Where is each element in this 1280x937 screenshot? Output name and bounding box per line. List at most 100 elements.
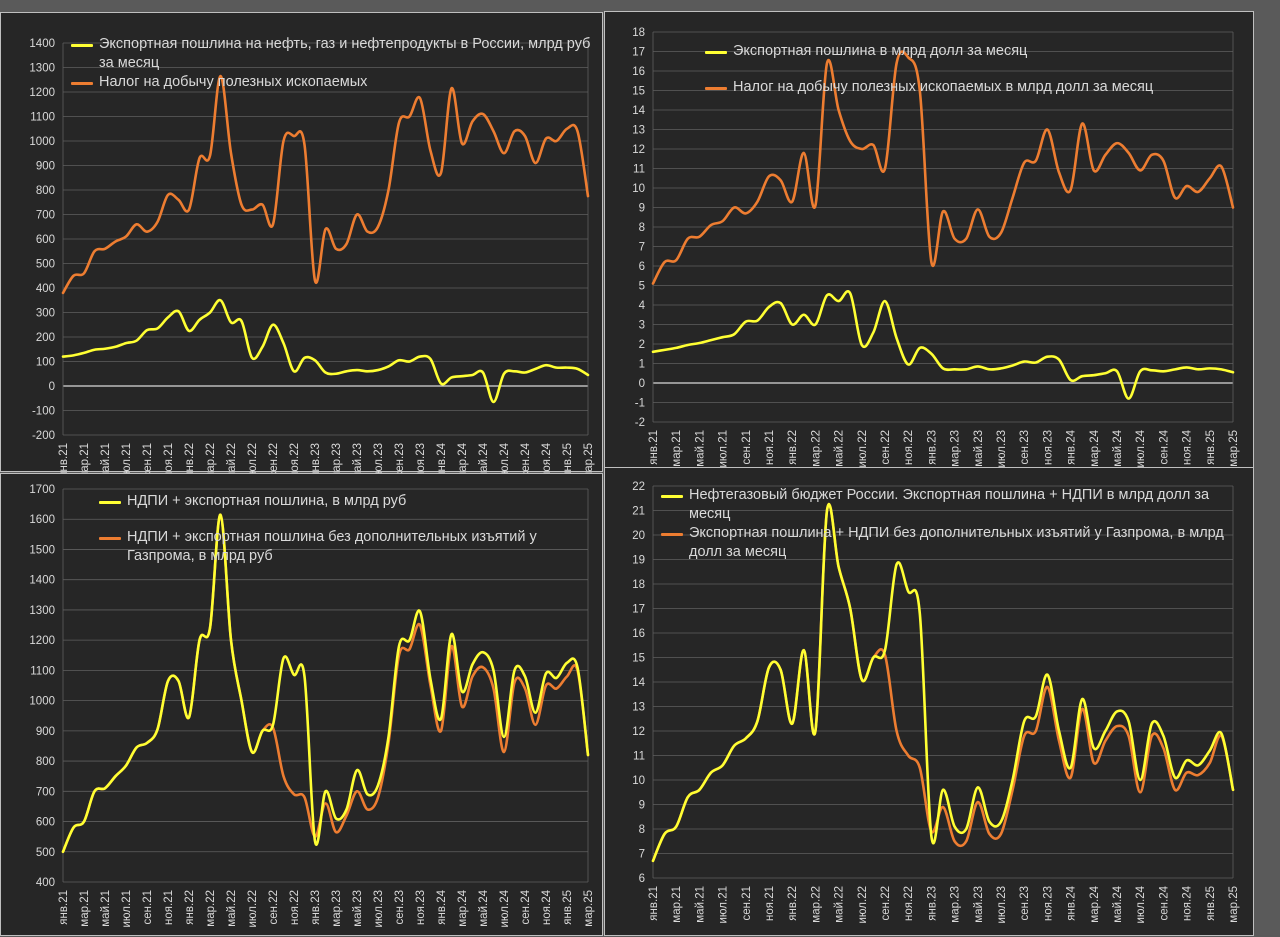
y-tick-label: 900: [36, 726, 55, 738]
y-tick-label: 1000: [29, 136, 55, 148]
x-tick-label: май.23: [973, 430, 985, 467]
x-tick-label: мар.21: [79, 890, 91, 927]
x-tick-labels: янв.21 мар.21 май.21 июл.21 сен.21 ноя.21 янв.…: [58, 889, 595, 927]
chart-panel-export-duty-rub: -200 -100 0 100 200 300 400 500 600 700 800 900 1000…: [0, 12, 603, 473]
x-tick-label: май.22: [226, 443, 238, 473]
y-tick-label: 900: [36, 161, 55, 173]
x-tick-label: мар.24: [1089, 885, 1101, 922]
y-tick-label: 14: [632, 105, 645, 117]
y-tick-label: 9: [639, 800, 645, 812]
x-tick-label: июл.22: [857, 430, 869, 468]
y-tick-label: 4: [639, 300, 646, 312]
x-tick-label: янв.22: [787, 886, 799, 921]
y-tick-label: 17: [632, 47, 645, 59]
y-gridlines: [62, 488, 589, 883]
x-tick-label: ноя.21: [163, 890, 175, 925]
y-tick-label: 16: [632, 66, 645, 78]
y-tick-label: 13: [632, 702, 645, 714]
y-tick-label: 100: [36, 357, 55, 369]
y-tick-label: 1100: [30, 665, 55, 677]
x-tick-label: май.24: [1112, 885, 1124, 922]
y-tick-label: 9: [639, 203, 645, 215]
y-tick-label: 12: [632, 726, 645, 738]
y-tick-label: 400: [36, 877, 55, 889]
legend-label: Экспортная пошлина в млрд долл за месяц: [733, 43, 1028, 59]
x-tick-label: май.23: [352, 443, 364, 473]
y-tick-label: 500: [36, 259, 55, 271]
x-tick-label: янв.21: [648, 886, 660, 921]
x-tick-label: мар.25: [583, 443, 595, 473]
x-tick-label: янв.25: [562, 890, 574, 925]
x-tick-label: янв.23: [310, 890, 322, 925]
x-tick-label: ноя.23: [415, 890, 427, 925]
chart-3: 400 500 600 700 800 900 1000 1100 1200 1300 1400 15…: [29, 484, 595, 928]
y-tick-label: 17: [632, 604, 645, 616]
x-tick-label: июл.21: [718, 886, 730, 924]
y-tick-label: 600: [36, 817, 55, 829]
y-tick-label: 6: [639, 261, 645, 273]
y-tick-label: 1100: [30, 112, 55, 124]
y-tick-label: 6: [639, 873, 645, 885]
y-tick-label: 8: [639, 824, 645, 836]
x-tick-label: сен.24: [1158, 885, 1170, 920]
x-tick-label: янв.21: [648, 430, 660, 465]
y-tick-label: 1600: [29, 514, 55, 526]
y-tick-label: 13: [632, 125, 645, 137]
x-tick-label: мар.21: [671, 430, 683, 467]
legend-label: Налог на добычу полезных ископаемых в мл…: [733, 79, 1154, 95]
x-tick-label: июл.23: [373, 443, 385, 473]
y-tick-label: 22: [632, 481, 645, 493]
x-tick-label: сен.21: [142, 443, 154, 473]
x-tick-label: июл.21: [121, 890, 133, 928]
y-gridlines: [652, 485, 1234, 879]
x-tick-label: янв.22: [184, 890, 196, 925]
x-tick-label: июл.24: [1135, 885, 1147, 923]
chart-1: -200 -100 0 100 200 300 400 500 600 700 800 900 1000…: [29, 38, 595, 473]
y-tick-label: 7: [639, 849, 645, 861]
x-tick-label: мар.22: [205, 890, 217, 927]
y-tick-label: 800: [36, 756, 55, 768]
x-tick-label: мар.24: [457, 442, 469, 473]
y-tick-label: 1000: [29, 696, 55, 708]
x-tick-label: июл.23: [373, 890, 385, 928]
y-tick-label: 1500: [29, 544, 55, 556]
x-tick-label: май.21: [694, 430, 706, 467]
x-tick-label: ноя.23: [1042, 430, 1054, 465]
legend-item-1: Экспортная пошлина в млрд долл за месяц: [705, 42, 1245, 61]
x-tick-label: сен.22: [268, 443, 280, 473]
x-tick-label: май.21: [100, 890, 112, 927]
series-line-yellow: [651, 290, 1235, 400]
legend-item-1: Нефтегазовый бюджет России. Экспортная п…: [661, 486, 1251, 524]
x-tick-label: май.21: [694, 886, 706, 923]
x-tick-label: ноя.22: [903, 430, 915, 465]
x-tick-label: ноя.24: [1182, 429, 1194, 465]
y-tick-label: 0: [49, 381, 55, 393]
x-tick-label: ноя.22: [289, 443, 301, 473]
x-tick-label: сен.21: [142, 890, 154, 924]
legend-item-2: НДПИ + экспортная пошлина без дополнител…: [99, 528, 579, 566]
legend-label: Нефтегазовый бюджет России. Экспортная п…: [689, 487, 1210, 522]
x-tick-label: июл.24: [1135, 429, 1147, 467]
legend: Экспортная пошлина в млрд долл за месяц …: [705, 42, 1245, 97]
legend-item-2: Экспортная пошлина + НДПИ без дополнител…: [661, 524, 1251, 562]
x-tick-label: янв.25: [1205, 430, 1217, 465]
x-tick-label: мар.23: [950, 886, 962, 923]
x-tick-label: май.21: [100, 443, 112, 473]
x-tick-label: сен.24: [520, 442, 532, 473]
x-tick-label: янв.24: [436, 442, 448, 473]
y-tick-label: 12: [632, 144, 645, 156]
x-tick-label: мар.22: [810, 430, 822, 467]
y-tick-label: 18: [632, 579, 645, 591]
y-tick-label: 0: [639, 378, 645, 390]
y-tick-label: 7: [639, 242, 645, 254]
x-tick-label: янв.23: [926, 430, 938, 465]
x-tick-label: ноя.22: [289, 890, 301, 925]
x-tick-label: сен.21: [741, 430, 753, 464]
y-tick-label: 11: [633, 164, 645, 176]
y-tick-label: 200: [36, 332, 55, 344]
x-tick-label: янв.21: [58, 443, 70, 473]
y-tick-label: 400: [36, 283, 55, 295]
x-tick-label: ноя.21: [764, 430, 776, 465]
legend-label: Налог на добычу полезных ископаемых: [99, 74, 368, 90]
y-tick-label: 1200: [29, 635, 55, 647]
